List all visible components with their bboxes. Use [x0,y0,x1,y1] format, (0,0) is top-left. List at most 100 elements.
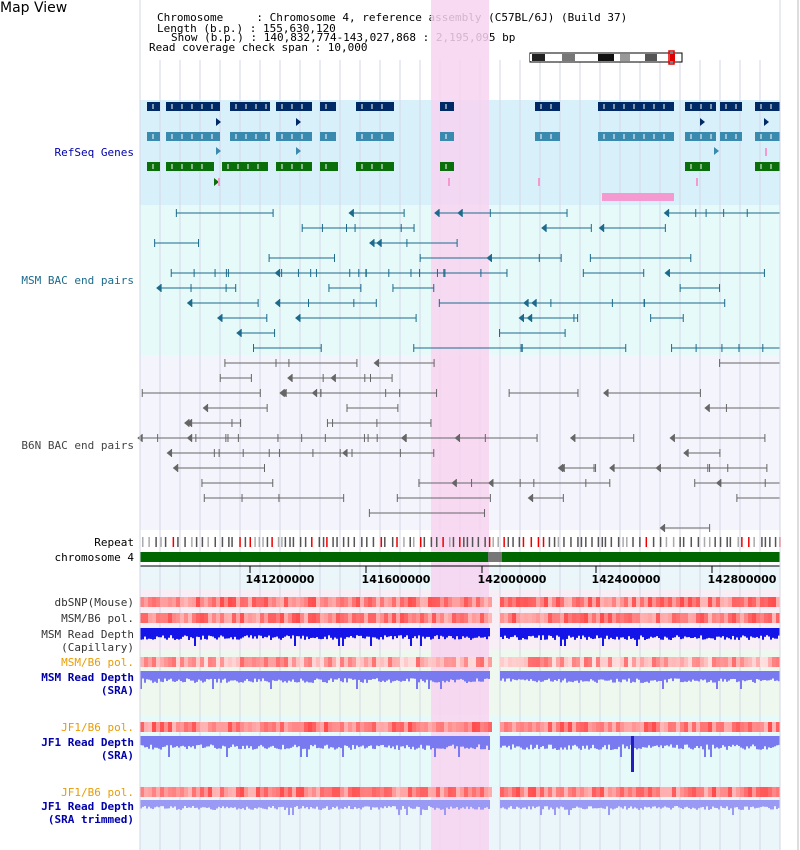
polymorphism-heat-cell [332,787,336,797]
polymorphism-heat-cell [648,722,652,732]
gene-arrow [296,118,301,126]
polymorphism-heat-cell [660,657,664,667]
jf1-trimmed-depth-bar [234,800,236,808]
msm-sra-depth-bar [672,671,674,682]
jf1-sra-depth-bar [186,736,188,749]
polymorphism-heat-cell [576,613,580,623]
msm-capillary-depth-bar [212,628,214,637]
polymorphism-heat-cell [332,613,336,623]
track-label-b6n-bac[interactable]: B6N BAC end pairs [21,439,134,452]
polymorphism-heat-cell [276,597,280,607]
polymorphism-heat-cell [724,657,728,667]
polymorphism-heat-cell [600,597,604,607]
jf1-trimmed-depth-bar [554,800,556,815]
msm-capillary-depth-bar [362,628,364,639]
msm-sra-depth-bar [472,671,474,682]
msm-sra-depth-bar [186,671,188,679]
jf1-sra-depth-bar [776,736,778,746]
msm-sra-depth-bar [460,671,462,679]
jf1-sra-depth-bar [388,736,390,746]
jf1-sra-depth-bar [738,736,740,747]
msm-capillary-depth-bar [746,628,748,638]
jf1-sra-depth-bar [178,736,180,748]
polymorphism-heat-cell [544,722,548,732]
msm-capillary-depth-bar [268,628,270,636]
polymorphism-heat-cell [392,722,396,732]
polymorphism-heat-cell [632,597,636,607]
jf1-trimmed-depth-bar [262,800,264,809]
polymorphism-heat-cell [196,722,200,732]
polymorphism-heat-cell [588,613,592,623]
jf1-trimmed-depth-bar [416,800,418,807]
jf1-sra-depth-bar [438,736,440,749]
msm-bac-pair-arrow [598,224,604,232]
jf1-sra-depth-bar [572,736,574,746]
polymorphism-heat-cell [188,597,192,607]
jf1-sra-depth-bar [612,736,614,750]
jf1-sra-depth-bar [530,736,532,745]
jf1-sra-depth-bar [762,736,764,749]
polymorphism-heat-cell [196,613,200,623]
polymorphism-heat-cell [432,787,436,797]
polymorphism-heat-cell [316,657,320,667]
polymorphism-heat-cell [524,722,528,732]
polymorphism-heat-cell [456,597,460,607]
polymorphism-heat-cell [388,597,392,607]
polymorphism-heat-cell [772,597,776,607]
polymorphism-heat-cell [152,722,156,732]
jf1-trimmed-depth-bar [746,800,748,807]
jf1-trimmed-depth-bar [404,800,406,809]
jf1-sra-depth-bar [352,736,354,745]
polymorphism-heat-cell [644,613,648,623]
jf1-trimmed-depth-bar [570,800,572,810]
polymorphism-heat-cell [372,613,376,623]
track-label-refseq[interactable]: RefSeq Genes [54,146,134,159]
msm-sra-depth-bar [210,671,212,679]
msm-capillary-depth-bar [670,628,672,640]
msm-capillary-depth-bar [686,628,688,638]
repeat-mark [452,537,455,547]
polymorphism-heat-cell [228,613,232,623]
polymorphism-heat-cell [280,597,284,607]
jf1-sra-depth-bar [300,736,302,757]
polymorphism-heat-cell [412,597,416,607]
repeat-mark [518,537,521,547]
jf1-sra-depth-bar [592,736,594,745]
polymorphism-heat-cell [592,613,596,623]
msm-bac-pair-arrow [295,314,301,322]
jf1-trimmed-depth-bar [760,800,762,808]
polymorphism-heat-cell [396,613,400,623]
msm-sra-depth-bar [604,671,606,681]
msm-capillary-depth-bar [398,628,400,636]
msm-sra-depth-bar [216,671,218,683]
jf1-trimmed-depth-bar [548,800,550,810]
msm-sra-depth-bar [534,671,536,682]
polymorphism-heat-cell [508,597,512,607]
polymorphism-heat-cell [348,613,352,623]
msm-capillary-depth-bar [754,628,756,638]
msm-bac-pair-arrow [664,269,670,277]
jf1-sra-depth-bar [476,736,478,748]
msm-capillary-depth-bar [272,628,274,638]
repeat-mark [530,537,533,547]
msm-sra-depth-bar [440,671,442,689]
msm-capillary-depth-bar [604,628,606,639]
track-label-msm-bac[interactable]: MSM BAC end pairs [21,274,134,287]
polymorphism-heat-cell [568,657,572,667]
msm-sra-depth-bar [262,671,264,679]
msm-capillary-depth-bar [248,628,250,638]
jf1-trimmed-depth-bar [752,800,754,807]
jf1-trimmed-depth-bar [150,800,152,809]
polymorphism-heat-cell [252,597,256,607]
jf1-sra-depth-bar [544,736,546,749]
msm-capillary-depth-bar [764,628,766,637]
polymorphism-heat-cell [616,657,620,667]
polymorphism-heat-cell [720,613,724,623]
polymorphism-heat-cell [448,613,452,623]
repeat-mark [622,537,624,547]
jf1-trimmed-depth-bar [212,800,214,810]
polymorphism-heat-cell [264,597,268,607]
repeat-mark [459,537,461,547]
msm-sra-depth-bar [680,671,682,683]
